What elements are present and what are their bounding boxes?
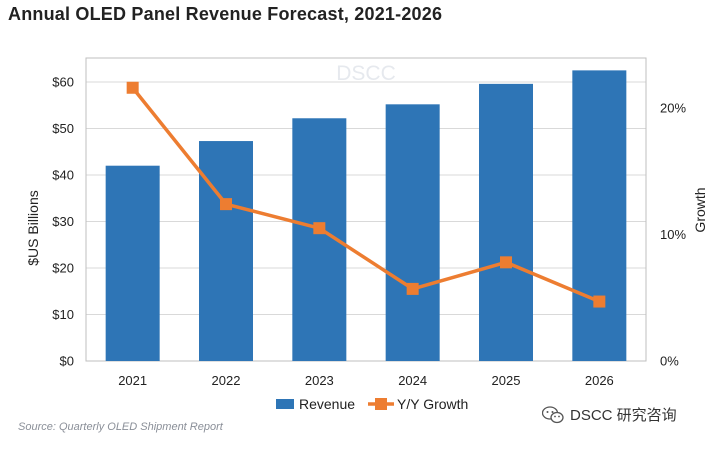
x-tick-label: 2023 — [305, 373, 334, 388]
y-axis-label: $US Billions — [25, 190, 41, 265]
y2-tick-label: 20% — [660, 101, 686, 116]
x-tick-label: 2026 — [585, 373, 614, 388]
x-tick-label: 2024 — [398, 373, 427, 388]
y-tick-label: $40 — [52, 168, 74, 183]
y-tick-label: $10 — [52, 307, 74, 322]
growth-line — [126, 81, 606, 308]
revenue-bars — [105, 70, 627, 362]
growth-marker — [313, 222, 326, 235]
growth-marker — [500, 256, 512, 269]
x-tick-label: 2021 — [118, 373, 147, 388]
revenue-bar — [572, 70, 627, 361]
watermark: DSCC — [336, 62, 396, 85]
revenue-bar — [199, 141, 253, 361]
revenue-bar — [105, 165, 160, 361]
revenue-bar — [385, 104, 440, 361]
growth-marker — [220, 198, 232, 211]
y-axis-ticks: $0 $10 $20 $30 $40 $50 $60 — [52, 75, 74, 369]
plot-frame — [85, 57, 647, 362]
growth-marker — [406, 282, 419, 295]
legend-label-growth: Y/Y Growth — [397, 396, 468, 412]
y-tick-label: $60 — [52, 75, 74, 90]
y2-tick-label: 0% — [660, 354, 679, 369]
growth-marker — [593, 295, 606, 308]
growth-polyline — [131, 86, 601, 304]
legend-swatch-revenue — [276, 399, 294, 409]
revenue-bar — [479, 83, 533, 362]
y2-tick-label: 10% — [660, 227, 686, 242]
y-tick-label: $50 — [52, 121, 74, 136]
brand-badge: DSCC 研究咨询 — [542, 404, 677, 425]
y-tick-label: $0 — [60, 354, 74, 369]
x-tick-label: 2022 — [212, 373, 241, 388]
growth-marker — [126, 81, 139, 94]
y2-axis-label: Growth — [692, 187, 708, 232]
source-note: Source: Quarterly OLED Shipment Report — [18, 421, 223, 433]
y-tick-label: $20 — [52, 261, 74, 276]
chart-title: Annual OLED Panel Revenue Forecast, 2021… — [8, 4, 443, 24]
y2-axis-ticks: 0% 10% 20% — [660, 101, 686, 369]
x-axis-ticks: 2021 2022 2023 2024 2025 2026 — [118, 373, 614, 388]
legend-swatch-growth-marker — [375, 398, 387, 410]
wechat-icon — [542, 405, 564, 423]
x-tick-label: 2025 — [492, 373, 521, 388]
y-tick-label: $30 — [52, 214, 74, 229]
legend-label-revenue: Revenue — [299, 396, 355, 412]
brand-label: DSCC 研究咨询 — [570, 407, 677, 424]
gridlines — [86, 81, 646, 315]
legend: Revenue Y/Y Growth — [276, 396, 468, 412]
